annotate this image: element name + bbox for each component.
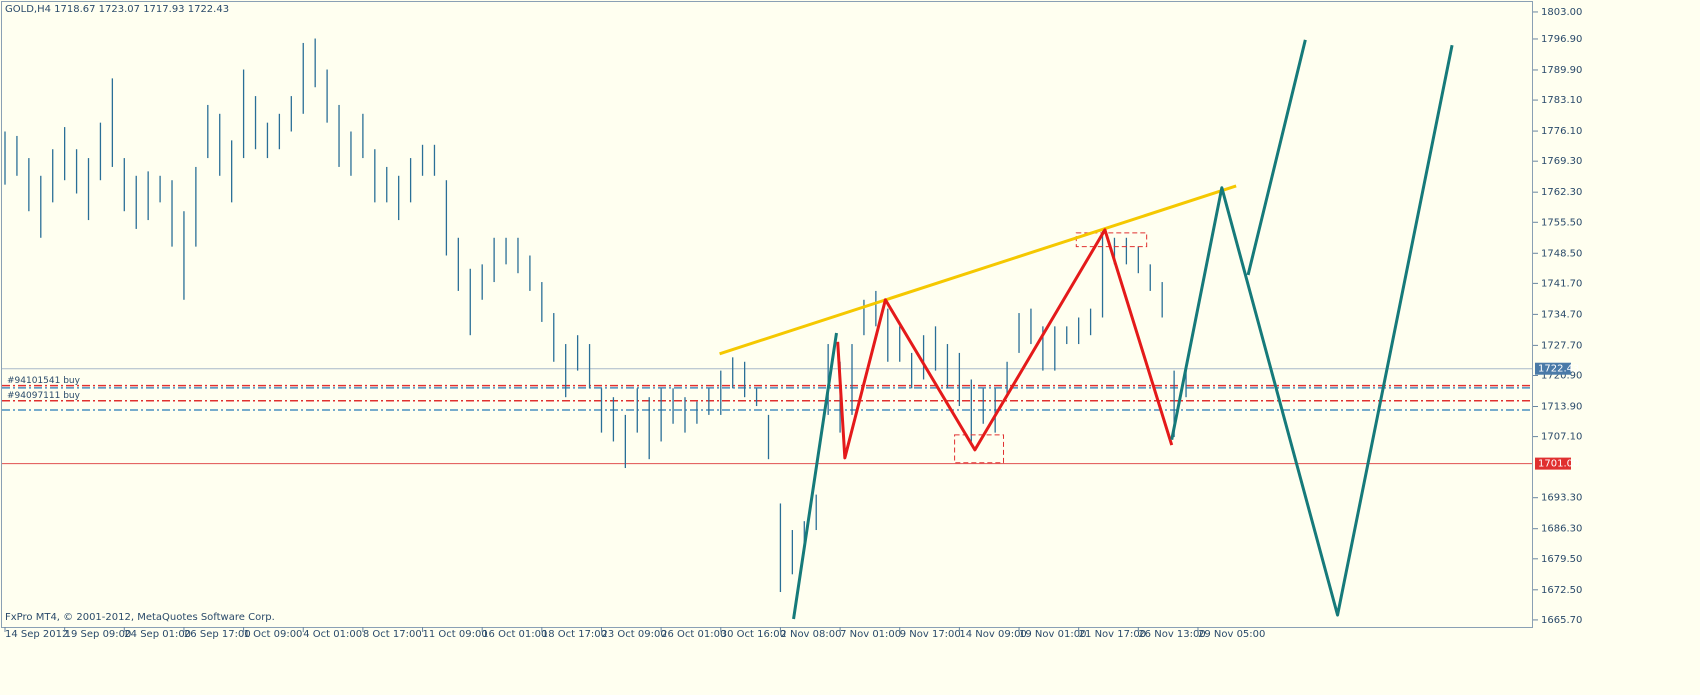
y-tick-label: 1796.90 bbox=[1541, 34, 1582, 45]
price-tag bbox=[1535, 362, 1571, 375]
x-tick-label: 21 Nov 17:00 bbox=[1079, 629, 1146, 640]
y-tick-label: 1789.90 bbox=[1541, 65, 1582, 76]
y-tick-label: 1727.70 bbox=[1541, 340, 1582, 351]
x-tick-label: 23 Oct 09:00 bbox=[601, 629, 666, 640]
x-tick-label: 18 Oct 17:00 bbox=[542, 629, 607, 640]
y-tick-label: 1665.70 bbox=[1541, 615, 1582, 626]
x-tick-label: 24 Sep 01:00 bbox=[124, 629, 191, 640]
y-tick-label: 1741.70 bbox=[1541, 278, 1582, 289]
y-tick-label: 1672.50 bbox=[1541, 585, 1582, 596]
x-tick-label: 29 Nov 05:00 bbox=[1198, 629, 1265, 640]
x-tick-label: 2 Nov 08:00 bbox=[780, 629, 841, 640]
x-tick-label: 7 Nov 01:00 bbox=[840, 629, 901, 640]
x-tick-label: 19 Sep 09:00 bbox=[65, 629, 132, 640]
x-tick-label: 16 Oct 01:00 bbox=[482, 629, 547, 640]
y-tick-label: 1783.10 bbox=[1541, 95, 1582, 106]
order-label: #94101541 buy bbox=[7, 376, 81, 386]
x-tick-label: 26 Sep 17:00 bbox=[184, 629, 251, 640]
x-tick-label: 1 Oct 09:00 bbox=[244, 629, 303, 640]
zone-box bbox=[1075, 232, 1148, 248]
y-tick-label: 1803.00 bbox=[1541, 7, 1582, 18]
price-tag-label: 1701.00 bbox=[1538, 459, 1579, 470]
chart-title: GOLD,H4 1718.67 1723.07 1717.93 1722.43 bbox=[5, 4, 229, 15]
y-tick-label: 1748.50 bbox=[1541, 248, 1582, 259]
trend-line bbox=[836, 228, 1174, 460]
y-tick-label: 1720.90 bbox=[1541, 370, 1582, 381]
trend-line bbox=[719, 184, 1237, 356]
y-tick-label: 1755.50 bbox=[1541, 217, 1582, 228]
y-tick-label: 1734.70 bbox=[1541, 309, 1582, 320]
credit: FxPro MT4, © 2001-2012, MetaQuotes Softw… bbox=[5, 612, 275, 623]
order-label: #94097111 buy bbox=[7, 391, 81, 401]
plot-frame bbox=[1, 1, 1533, 628]
x-tick-label: 14 Sep 2012 bbox=[5, 629, 68, 640]
x-tick-label: 26 Oct 01:00 bbox=[661, 629, 726, 640]
y-tick-label: 1686.30 bbox=[1541, 524, 1582, 535]
y-tick-label: 1693.30 bbox=[1541, 493, 1582, 504]
x-tick-label: 30 Oct 16:00 bbox=[721, 629, 786, 640]
y-tick-label: 1707.10 bbox=[1541, 432, 1582, 443]
y-tick-label: 1762.30 bbox=[1541, 187, 1582, 198]
price-tag-label: 1722.43 bbox=[1538, 364, 1579, 375]
x-tick-label: 4 Oct 01:00 bbox=[303, 629, 362, 640]
x-tick-label: 26 Nov 13:00 bbox=[1138, 629, 1205, 640]
y-tick-label: 1769.30 bbox=[1541, 156, 1582, 167]
y-tick-label: 1679.50 bbox=[1541, 554, 1582, 565]
zone-box bbox=[954, 434, 1005, 464]
price-tag bbox=[1535, 457, 1571, 470]
trend-line bbox=[792, 39, 1454, 620]
x-tick-label: 11 Oct 09:00 bbox=[423, 629, 488, 640]
y-tick-label: 1713.90 bbox=[1541, 401, 1582, 412]
x-tick-label: 19 Nov 01:00 bbox=[1019, 629, 1086, 640]
x-tick-label: 14 Nov 09:00 bbox=[959, 629, 1026, 640]
y-tick-label: 1776.10 bbox=[1541, 126, 1582, 137]
x-tick-label: 8 Oct 17:00 bbox=[363, 629, 422, 640]
x-tick-label: 9 Nov 17:00 bbox=[900, 629, 961, 640]
